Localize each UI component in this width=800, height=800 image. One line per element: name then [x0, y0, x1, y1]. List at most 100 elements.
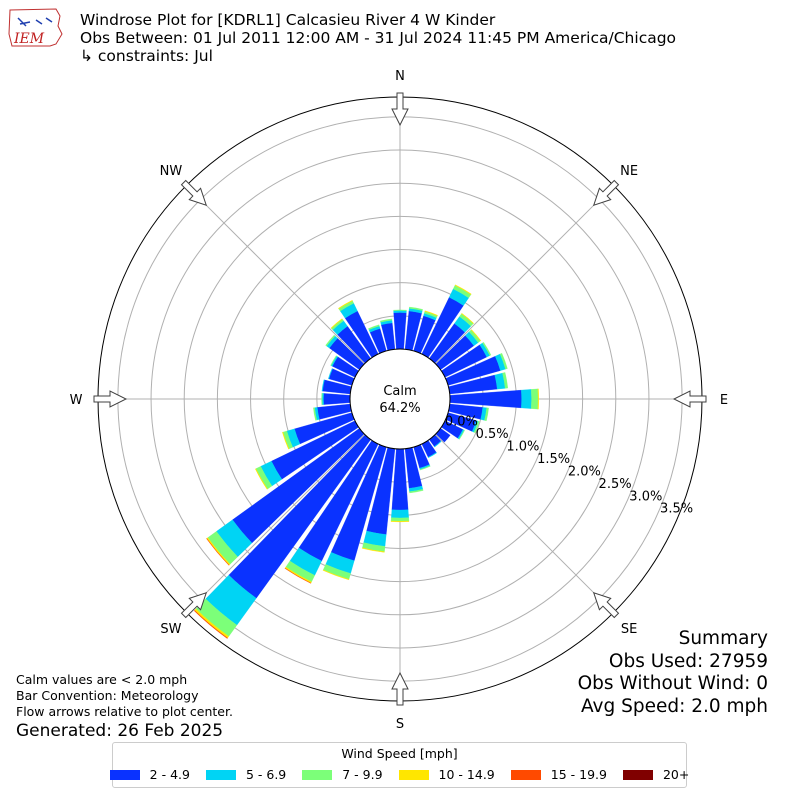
compass-label: SW: [160, 622, 181, 637]
bar-segment: [393, 309, 407, 311]
bar-segment: [502, 372, 508, 389]
bar-segment: [473, 420, 480, 434]
radial-tick-label: 3.5%: [660, 502, 693, 517]
bar-segment: [330, 355, 337, 366]
summary-title: Summary: [678, 628, 768, 649]
ring-gridline: [183, 182, 617, 616]
bar-segment: [321, 379, 325, 392]
avg-speed: Avg Speed: 2.0 mph: [580, 695, 768, 717]
flow-arrow: [180, 179, 208, 207]
flow-arrow: [592, 591, 620, 619]
bar-convention: Bar Convention: Meteorology: [16, 688, 199, 703]
compass-label: N: [395, 69, 405, 84]
obs-between: Obs Between: 01 Jul 2011 12:00 AM - 31 J…: [80, 29, 677, 47]
radial-tick-label: 0.5%: [476, 427, 509, 442]
ring-gridline: [250, 249, 550, 549]
obs-used: Obs Used: 27959: [608, 650, 768, 672]
bar-segment: [454, 284, 472, 295]
bar-segment: [391, 448, 409, 511]
bar-segment: [482, 341, 492, 356]
legend-label: 7 - 9.9: [342, 767, 383, 782]
legend-item: 5 - 6.9: [205, 767, 287, 782]
bar-segment: [427, 452, 437, 458]
legend-swatch: [622, 769, 653, 780]
bar-segment: [368, 324, 380, 331]
calm-label: Calm: [383, 384, 416, 399]
bar-segment: [325, 334, 336, 347]
ring-gridline: [216, 215, 584, 583]
compass-label: NW: [160, 164, 183, 179]
radial-gridline: [186, 434, 365, 613]
legend-swatch: [510, 769, 541, 780]
generated-date: Generated: 26 Feb 2025: [16, 721, 224, 741]
radial-tick-label: 2.5%: [599, 477, 632, 492]
footnotes: Calm values are < 2.0 mph Bar Convention…: [16, 672, 233, 742]
compass-label: W: [70, 393, 83, 408]
radial-gridline: [435, 434, 614, 613]
bar-segment: [323, 393, 351, 405]
title-block: Windrose Plot for [KDRL1] Calcasieu Rive…: [80, 11, 676, 65]
legend-label: 20+: [662, 767, 690, 782]
bar-segment: [458, 429, 465, 440]
obs-without-wind: Obs Without Wind: 0: [577, 673, 768, 694]
bar-segment: [313, 407, 317, 421]
ring-gridline: [150, 149, 650, 649]
bar-segment: [409, 489, 424, 494]
flow-arrow: [391, 671, 409, 706]
radial-tick-label: 3.0%: [629, 489, 662, 504]
bar-segment: [390, 517, 410, 522]
flow-arrow: [391, 92, 409, 127]
legend-swatch: [205, 769, 236, 780]
bar-segment: [434, 440, 442, 448]
bar-segment: [193, 610, 228, 639]
legend-label: 2 - 4.9: [149, 767, 190, 782]
summary-block: Summary Obs Used: 27959 Obs Without Wind…: [578, 628, 768, 718]
bar-segment: [338, 300, 353, 310]
bar-segment: [499, 353, 508, 370]
bar-segment: [393, 312, 407, 350]
calm-note: Calm values are < 2.0 mph: [16, 672, 188, 687]
bar-segment: [409, 306, 423, 311]
bar-segment: [521, 389, 532, 409]
legend-items: 2 - 4.9 5 - 6.9 7 - 9.9 10 - 14.9 15 - 19.9 2…: [109, 767, 690, 782]
radial-gridline: [186, 185, 365, 364]
bar-segment: [380, 318, 393, 323]
iem-logo: IEM: [8, 8, 63, 47]
logo-text: IEM: [13, 31, 45, 47]
radial-gridline: [435, 185, 614, 364]
radial-tick-label: 1.0%: [506, 440, 539, 455]
legend-item: 7 - 9.9: [302, 767, 383, 782]
legend: Wind Speed [mph] 2 - 4.9 5 - 6.9 7 - 9.9 10…: [109, 742, 690, 788]
legend-swatch: [109, 769, 140, 780]
bar-segment: [424, 310, 438, 317]
bar-segment: [531, 388, 539, 410]
calm-value: 64.2%: [379, 401, 420, 416]
bar-segment: [390, 520, 410, 523]
radial-tick-label: 2.0%: [568, 464, 601, 479]
legend-swatch: [398, 769, 429, 780]
compass-label: SE: [621, 622, 637, 637]
bar-segment: [255, 468, 268, 490]
compass-label: NE: [620, 164, 638, 179]
bar-segment: [322, 569, 350, 581]
legend-label: 5 - 6.9: [245, 767, 287, 782]
legend-title: Wind Speed [mph]: [341, 746, 458, 761]
bar-segment: [362, 547, 385, 553]
bar-segment: [393, 310, 407, 313]
legend-item: 15 - 19.9: [510, 767, 607, 782]
flow-arrow: [672, 390, 707, 408]
flow-arrow: [180, 591, 208, 619]
calm-circle: [349, 348, 451, 450]
bar-segment: [537, 388, 540, 410]
bar-segment: [419, 465, 431, 471]
compass-label: S: [396, 717, 404, 732]
flow-arrow: [592, 179, 620, 207]
radial-tick-label: 0.0%: [445, 415, 478, 430]
bar-segment: [321, 393, 323, 405]
bar-segment: [328, 368, 333, 380]
legend-item: 10 - 14.9: [398, 767, 495, 782]
flow-arrows-note: Flow arrows relative to plot center.: [16, 704, 233, 719]
bar-segment: [282, 431, 290, 450]
legend-label: 10 - 14.9: [438, 767, 495, 782]
